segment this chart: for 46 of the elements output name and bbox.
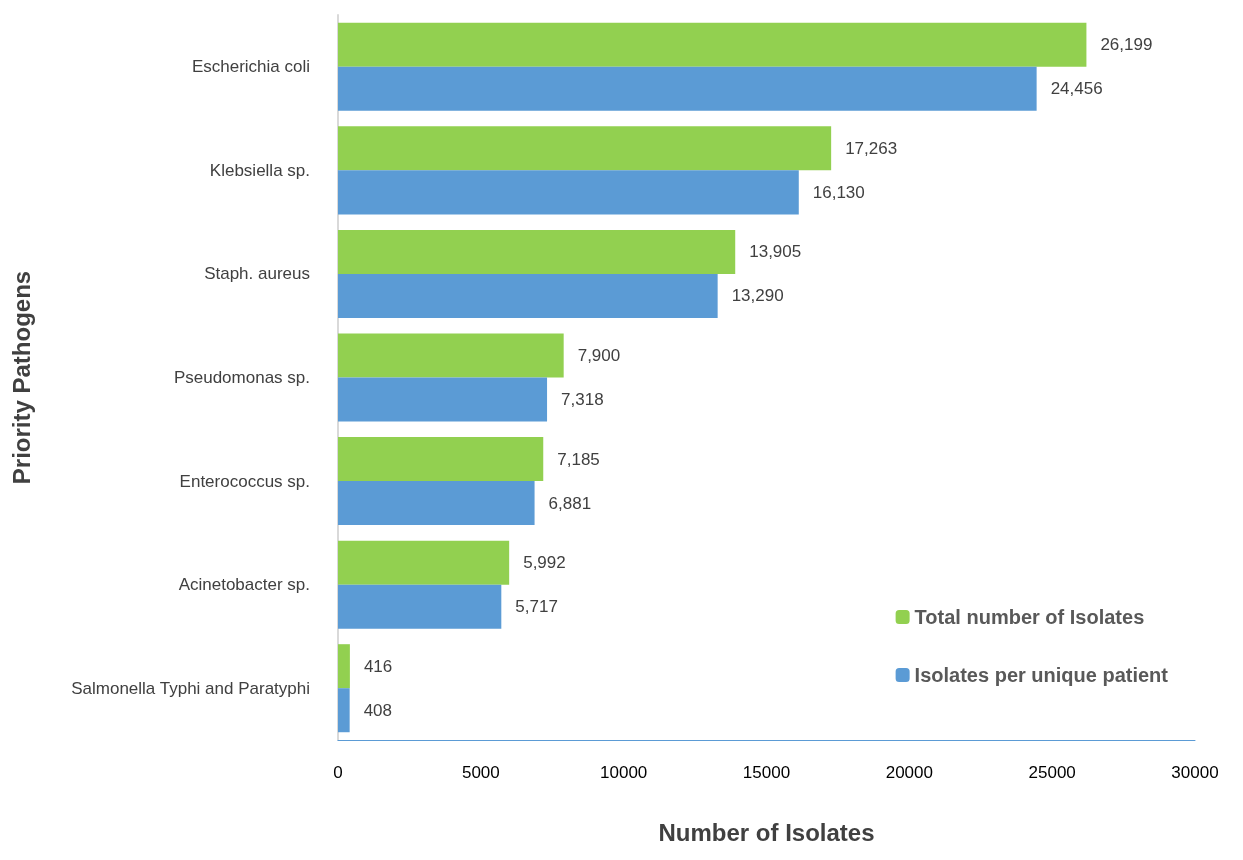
x-tick-label: 25000	[1028, 763, 1076, 782]
data-label: 5,717	[515, 597, 558, 617]
data-label: 7,900	[577, 345, 621, 365]
y-axis-title: Priority Pathogens	[7, 270, 35, 485]
x-tick-label: 30000	[1171, 763, 1219, 782]
bar	[338, 644, 350, 689]
bar	[338, 229, 736, 274]
data-label: 7,318	[561, 390, 604, 410]
y-tick-label: Enterococcus sp.	[179, 471, 310, 491]
bar	[338, 688, 350, 733]
y-tick-label: Escherichia coli	[191, 57, 310, 77]
data-label: 416	[363, 656, 393, 676]
data-label: 13,905	[749, 242, 802, 262]
data-label: 7,185	[557, 449, 600, 469]
x-tick-label: 10000	[600, 763, 648, 782]
data-label: 408	[363, 700, 393, 720]
bar	[338, 584, 502, 629]
y-tick-label: Staph. aureus	[204, 264, 310, 284]
bar	[338, 481, 535, 526]
y-tick-label: Salmonella Typhi and Paratyphi	[71, 678, 310, 698]
x-tick-label: 20000	[885, 763, 933, 782]
bar	[338, 273, 718, 318]
bar	[338, 22, 1087, 67]
bar	[338, 170, 799, 215]
data-label: 13,290	[731, 286, 784, 306]
x-tick-label: 0	[333, 763, 343, 782]
x-tick-label: 15000	[742, 763, 791, 782]
y-tick-label: Pseudomonas sp.	[173, 368, 310, 387]
data-label: 26,199	[1100, 35, 1153, 55]
legend-label: Total number of Isolates	[914, 606, 1145, 628]
bar	[338, 66, 1037, 111]
data-label: 6,881	[548, 493, 592, 513]
data-label: 5,992	[523, 553, 566, 573]
bar	[338, 437, 544, 482]
bar	[338, 377, 548, 422]
data-label: 24,456	[1050, 79, 1103, 99]
y-tick-label: Acinetobacter sp.	[178, 575, 310, 595]
data-label: 16,130	[812, 182, 865, 202]
bar	[338, 126, 832, 171]
data-label: 17,263	[845, 138, 898, 158]
bar	[338, 540, 510, 585]
legend-label: Isolates per unique patient	[914, 664, 1169, 686]
x-axis-title: Number of Isolates	[658, 818, 875, 846]
y-tick-label: Klebsiella sp.	[209, 160, 310, 180]
bar	[338, 333, 564, 378]
x-tick-label: 5000	[461, 763, 500, 782]
